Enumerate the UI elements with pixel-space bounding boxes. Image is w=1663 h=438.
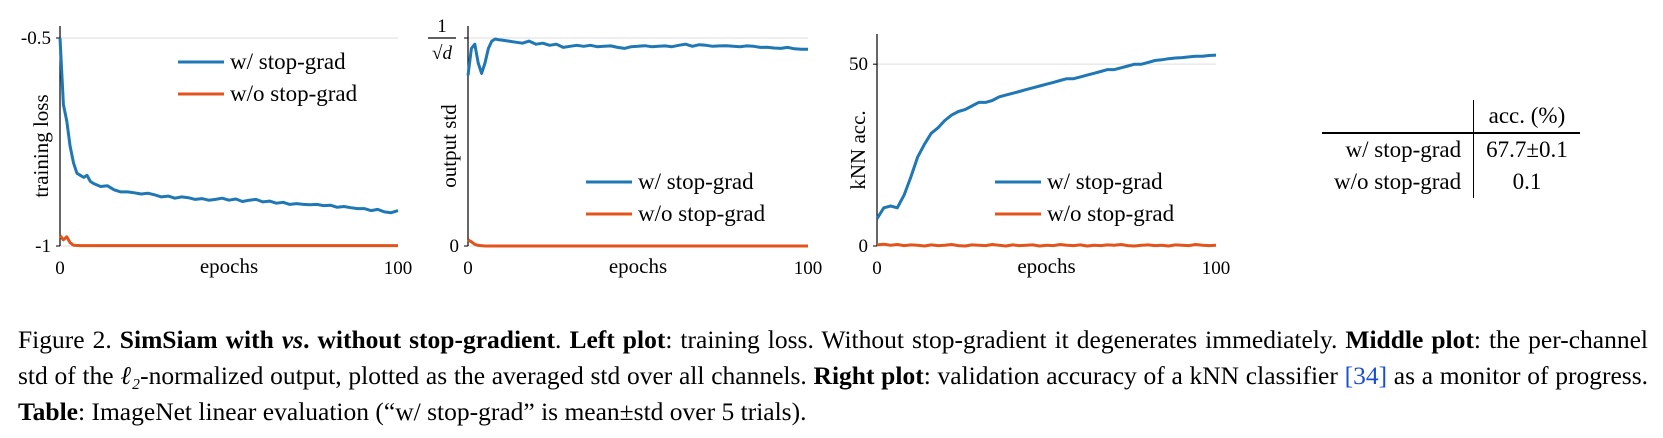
legend-label: w/o stop-grad (1047, 201, 1175, 226)
x-tick-label: 0 (872, 258, 882, 279)
chart-middle: 0 1 √d 0 100 epochs output std w/ stop-grad w/o … (428, 16, 822, 279)
citation-link[interactable]: [34] (1344, 361, 1388, 390)
series-line-with-stop-grad (58, 37, 399, 215)
caption-table-text: : ImageNet linear evaluation (“w/ stop-g… (78, 397, 807, 426)
caption-right-text-post: as a monitor of progress. (1387, 361, 1648, 390)
y-tick-label: -0.5 (21, 28, 51, 49)
legend-label: w/o stop-grad (638, 201, 766, 226)
table-row-label: w/ stop-grad (1322, 133, 1475, 166)
table-header-accuracy: acc. (%) (1473, 100, 1580, 134)
x-tick-label: 0 (55, 258, 65, 279)
y-tick-label: 50 (849, 54, 868, 75)
legend-label: w/ stop-grad (638, 169, 754, 194)
y-tick-label: √d (432, 43, 452, 64)
table-row: w/ stop-grad 67.7±0.1 (1322, 133, 1580, 166)
table-row-value: 0.1 (1512, 169, 1542, 194)
caption-middle-text: : the per-channel std of the (18, 325, 1649, 390)
x-tick-label: 100 (1202, 258, 1231, 279)
legend-label: w/o stop-grad (230, 81, 358, 106)
legend-label: w/ stop-grad (1047, 169, 1163, 194)
legend-label: w/ stop-grad (230, 49, 346, 74)
y-tick-label: -1 (35, 236, 51, 257)
table-row: w/o stop-grad 0.1 (1322, 166, 1580, 198)
y-tick-label: 0 (450, 236, 460, 257)
series-line-without-stop-grad (467, 238, 808, 248)
series-line-without-stop-grad (876, 242, 1217, 248)
caption-middle-label: Middle plot (1345, 325, 1474, 354)
y-tick-label: 1 (437, 16, 447, 37)
y-tick-label: 0 (859, 236, 869, 257)
table-header-row: acc. (%) (1322, 100, 1580, 134)
table-row-label: w/o stop-grad (1322, 166, 1475, 198)
x-tick-label: 0 (463, 258, 473, 279)
caption-math-l2: ℓ₂ (120, 361, 141, 390)
caption-right-label: Right plot (813, 361, 924, 390)
caption-table-label: Table (18, 397, 79, 426)
y-axis-label: output std (437, 104, 461, 188)
x-tick-label: 100 (384, 258, 413, 279)
caption-left-text: : training loss. Without stop-gradient i… (665, 325, 1338, 354)
results-table: acc. (%) w/ stop-grad 67.7±0.1 w/o stop-… (1322, 100, 1580, 198)
caption-left-label: Left plot (569, 325, 666, 354)
series-line-with-stop-grad (466, 37, 808, 76)
y-axis-label: training loss (29, 94, 53, 197)
y-axis-label: kNN acc. (846, 110, 870, 189)
table-corner-cell (1322, 100, 1475, 134)
x-axis-label: epochs (1017, 254, 1075, 278)
table-row-value: 67.7±0.1 (1486, 137, 1568, 162)
series-line-without-stop-grad (58, 234, 398, 248)
caption-figure-label: Figure 2. (18, 325, 112, 354)
caption-right-text: : validation accuracy of a kNN classifie… (923, 361, 1345, 390)
x-tick-label: 100 (794, 258, 823, 279)
caption-title: SimSiam with vs. without stop-gradient (119, 325, 556, 354)
x-axis-label: epochs (609, 254, 667, 278)
caption-middle-text-post: -normalized output, plotted as the avera… (140, 361, 807, 390)
chart-right: 0 50 0 100 epochs kNN acc. w/ stop-grad w/o sto… (846, 34, 1230, 279)
chart-left: -1 -0.5 0 100 epochs training loss w/ stop-gra… (21, 26, 412, 279)
figure-caption: Figure 2. SimSiam with vs. without stop-… (18, 325, 1649, 426)
series-line-with-stop-grad (875, 53, 1217, 220)
x-axis-label: epochs (200, 254, 258, 278)
